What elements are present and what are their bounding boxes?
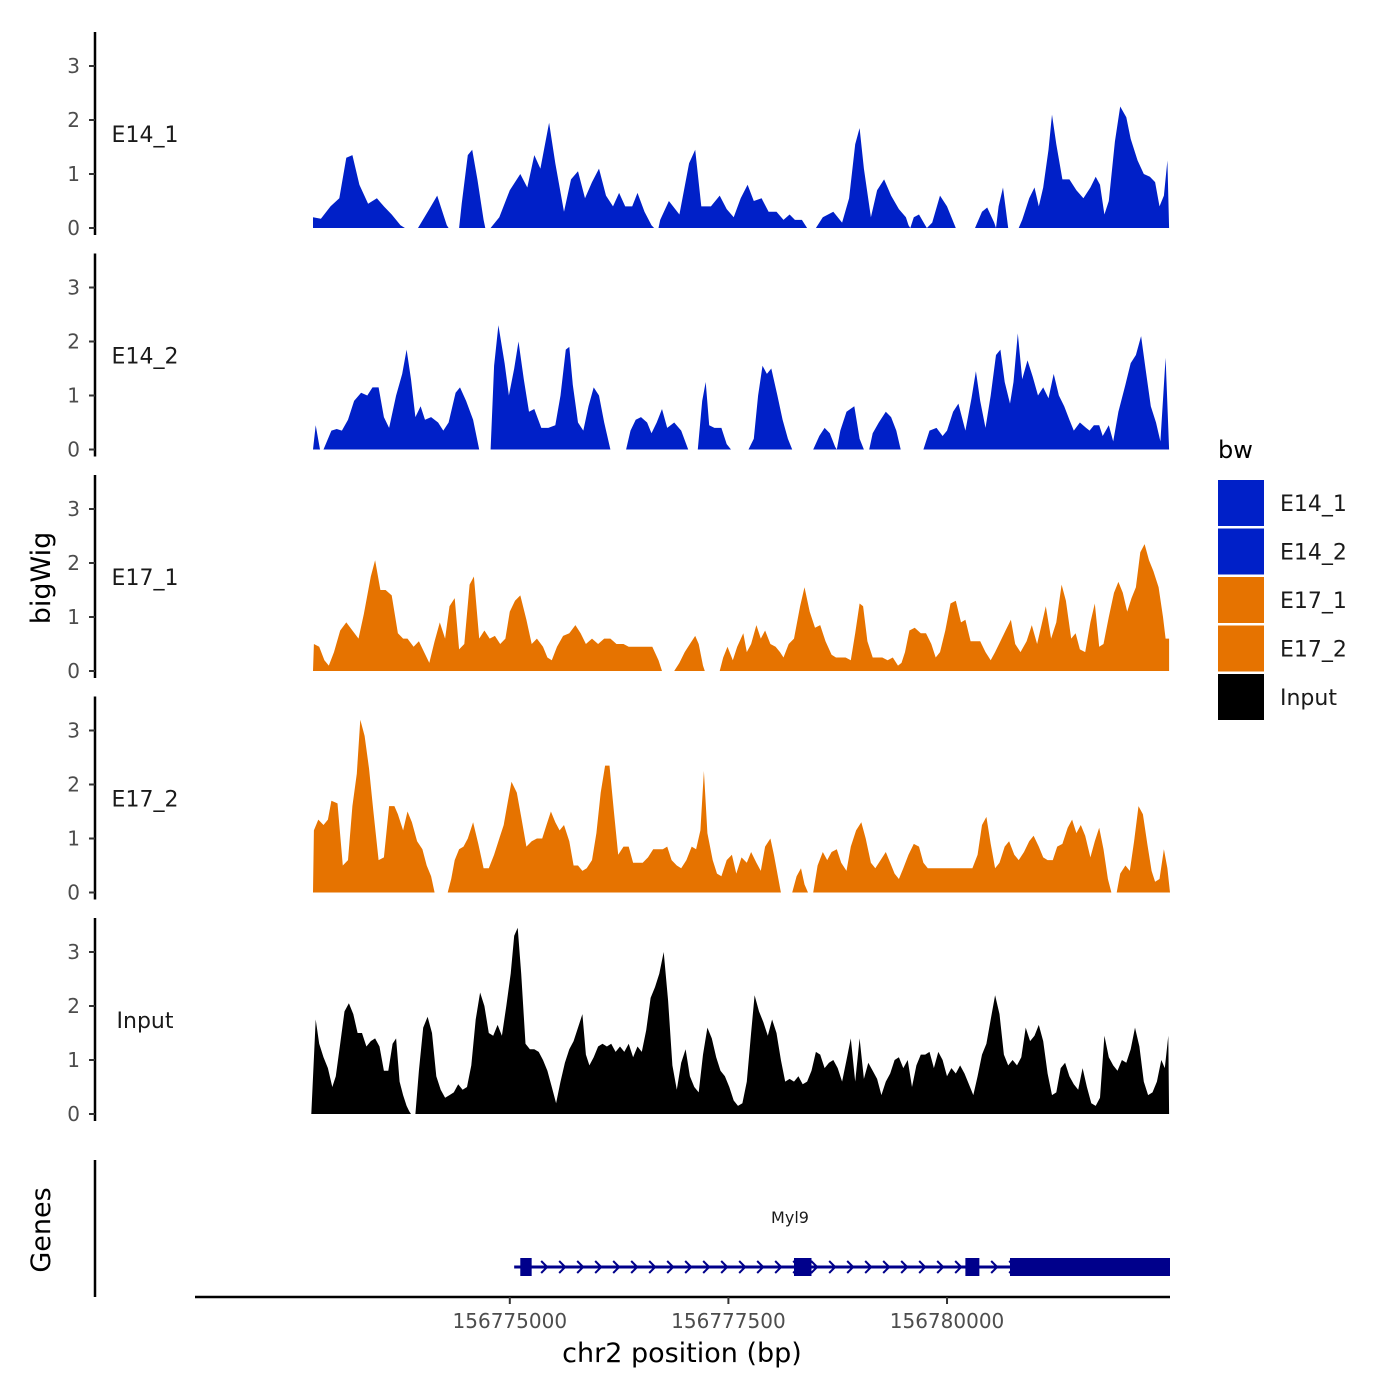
legend-swatch-Input <box>1218 674 1264 720</box>
track-Input: 0 1 2 3 Input <box>67 918 1170 1126</box>
x-tick-label: 156780000 <box>890 1309 1005 1333</box>
track-label: E17_2 <box>112 788 179 813</box>
x-axis-title: chr2 position (bp) <box>562 1338 802 1369</box>
legend-swatch-E17_2 <box>1218 625 1264 672</box>
track-E17_2: 0 1 2 3 E17_2 <box>67 696 1170 905</box>
strand-chevron <box>864 1260 873 1274</box>
y-tick-label: 1 <box>67 162 80 186</box>
gene-name-label: Myl9 <box>771 1208 809 1227</box>
track-label: E17_1 <box>112 566 179 591</box>
track-E14_2: 0 1 2 3 E14_2 <box>67 253 1170 462</box>
strand-chevron <box>630 1260 639 1274</box>
y-tick-label: 3 <box>67 276 80 300</box>
y-tick-label: 2 <box>67 330 80 354</box>
legend-label: E14_2 <box>1280 541 1347 566</box>
x-axis: 156775000 156777500 156780000 <box>195 1295 1170 1333</box>
y-tick-label: 2 <box>67 773 80 797</box>
legend-label: E17_2 <box>1280 638 1347 663</box>
y-tick-label: 3 <box>67 497 80 521</box>
y-tick-label: 3 <box>67 940 80 964</box>
strand-chevron <box>810 1260 819 1274</box>
y-tick-label: 3 <box>67 54 80 78</box>
signal-area-Input <box>311 927 1170 1114</box>
x-tick-label: 156775000 <box>453 1309 568 1333</box>
y-tick-label: 2 <box>67 108 80 132</box>
strand-chevron <box>612 1260 621 1274</box>
strand-chevron <box>702 1260 711 1274</box>
strand-chevron <box>540 1260 549 1274</box>
y-tick-label: 1 <box>67 605 80 629</box>
strand-chevron <box>576 1260 585 1274</box>
track-label: Input <box>117 1009 174 1034</box>
legend-label: E17_1 <box>1280 589 1347 614</box>
y-tick-label: 1 <box>67 384 80 408</box>
y-tick-label: 0 <box>67 881 80 905</box>
signal-area-E14_1 <box>313 106 1170 228</box>
legend-title: bw <box>1218 436 1253 464</box>
strand-chevron <box>756 1260 765 1274</box>
strand-chevron <box>774 1260 783 1274</box>
strand-chevron <box>936 1260 945 1274</box>
strand-chevron <box>954 1260 963 1274</box>
gene-exon <box>793 1258 812 1276</box>
strand-chevron <box>900 1260 909 1274</box>
strand-chevron <box>684 1260 693 1274</box>
legend: bw E14_1 E14_2 E17_1 E17_2 Input <box>1218 436 1347 720</box>
legend-swatch-E14_2 <box>1218 528 1264 575</box>
track-E17_1: 0 1 2 3 E17_1 <box>67 475 1170 683</box>
y-tick-label: 0 <box>67 659 80 683</box>
signal-area-E17_1 <box>313 544 1170 671</box>
strand-chevron <box>558 1260 567 1274</box>
x-tick-label: 156777500 <box>671 1309 786 1333</box>
track-E14_1: 0 1 2 3 E14_1 <box>67 32 1170 240</box>
y-tick-label: 3 <box>67 719 80 743</box>
gene-annotation-panel: Myl9 <box>93 1160 1170 1297</box>
gene-exon <box>520 1258 532 1276</box>
gene-exon <box>1009 1258 1170 1276</box>
strand-chevron <box>990 1260 999 1274</box>
strand-chevron <box>648 1260 657 1274</box>
signal-area-E17_2 <box>313 719 1170 893</box>
legend-swatch-E14_1 <box>1218 480 1264 526</box>
legend-swatch-E17_1 <box>1218 577 1264 623</box>
y-tick-label: 0 <box>67 216 80 240</box>
signal-area-E14_2 <box>313 325 1170 450</box>
y-axis-title: bigWig <box>26 532 57 625</box>
y-tick-label: 1 <box>67 1048 80 1072</box>
strand-chevron <box>594 1260 603 1274</box>
y-tick-label: 0 <box>67 438 80 462</box>
y-tick-label: 1 <box>67 827 80 851</box>
legend-label: Input <box>1280 686 1337 711</box>
strand-chevron <box>738 1260 747 1274</box>
strand-chevron <box>918 1260 927 1274</box>
y-tick-label: 0 <box>67 1102 80 1126</box>
strand-chevron <box>828 1260 837 1274</box>
track-label: E14_2 <box>112 345 179 370</box>
strand-chevron <box>846 1260 855 1274</box>
strand-chevron <box>666 1260 675 1274</box>
genes-axis-title: Genes <box>26 1187 57 1272</box>
signal-tracks: 0 1 2 3 E14_1 0 1 2 3 E14_2 0 1 2 3 E17_1 0 1 2 3 E17_2 0 1 2 3… <box>67 32 1170 1126</box>
strand-chevron <box>882 1260 891 1274</box>
y-tick-label: 2 <box>67 551 80 575</box>
strand-chevron <box>720 1260 729 1274</box>
gene-exon <box>965 1258 980 1276</box>
y-tick-label: 2 <box>67 994 80 1018</box>
track-label: E14_1 <box>112 123 179 148</box>
legend-label: E14_1 <box>1280 492 1347 517</box>
